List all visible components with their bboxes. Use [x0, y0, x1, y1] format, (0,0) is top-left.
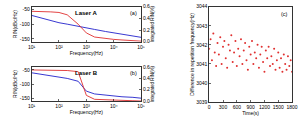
svg-text:0.6: 0.6 [143, 3, 150, 9]
svg-text:3041: 3041 [196, 61, 207, 67]
svg-text:Frequency(Hz): Frequency(Hz) [70, 50, 103, 56]
svg-text:-150: -150 [20, 36, 30, 42]
svg-text:0.6: 0.6 [143, 64, 150, 70]
svg-text:3044: 3044 [196, 3, 207, 9]
svg-text:Integrated RIN(%): Integrated RIN(%) [150, 6, 155, 43]
svg-text:3042: 3042 [196, 42, 207, 48]
svg-text:1200: 1200 [259, 104, 270, 110]
svg-text:0.2: 0.2 [143, 27, 150, 33]
svg-text:900: 900 [246, 104, 255, 110]
svg-text:RIN(dBc/Hz): RIN(dBc/Hz) [12, 10, 18, 38]
svg-text:RIN(dBc/Hz): RIN(dBc/Hz) [12, 70, 18, 98]
svg-text:0.4: 0.4 [143, 75, 150, 81]
svg-text:3040: 3040 [196, 80, 207, 86]
svg-text:10⁵: 10⁵ [137, 103, 145, 109]
svg-text:Laser A: Laser A [75, 10, 97, 16]
svg-text:-50: -50 [23, 67, 30, 73]
svg-text:10³: 10³ [83, 44, 91, 50]
svg-text:600: 600 [233, 104, 242, 110]
svg-text:10²: 10² [55, 44, 63, 50]
svg-text:-150: -150 [20, 95, 30, 101]
svg-text:-100: -100 [20, 81, 30, 87]
svg-text:(a): (a) [130, 10, 137, 16]
svg-text:0.2: 0.2 [143, 86, 150, 92]
svg-text:10³: 10³ [83, 103, 91, 109]
svg-text:0.0: 0.0 [143, 38, 150, 44]
svg-text:0.4: 0.4 [143, 15, 150, 21]
svg-text:0.0: 0.0 [143, 98, 150, 104]
svg-text:Integrated RIN(%): Integrated RIN(%) [150, 65, 155, 102]
svg-text:10²: 10² [55, 103, 63, 109]
svg-text:-50: -50 [23, 6, 30, 12]
svg-text:(c): (c) [281, 11, 288, 17]
svg-text:Time(s): Time(s) [242, 110, 259, 116]
svg-text:Laser B: Laser B [75, 70, 98, 76]
svg-text:10⁵: 10⁵ [137, 44, 145, 50]
svg-text:0: 0 [208, 104, 211, 110]
svg-text:Difference in repetition frequ: Difference in repetition frequency(Hz) [189, 13, 195, 96]
svg-text:1800: 1800 [287, 104, 298, 110]
svg-text:3039: 3039 [196, 99, 207, 105]
svg-text:Frequency(Hz): Frequency(Hz) [70, 109, 103, 115]
svg-text:10⁴: 10⁴ [110, 44, 118, 50]
svg-text:(b): (b) [130, 70, 137, 76]
svg-text:10¹: 10¹ [28, 44, 36, 50]
svg-text:1500: 1500 [273, 104, 284, 110]
svg-text:3043: 3043 [196, 23, 207, 29]
svg-text:300: 300 [219, 104, 228, 110]
svg-text:10⁴: 10⁴ [110, 103, 118, 109]
svg-text:10¹: 10¹ [28, 103, 36, 109]
svg-text:-100: -100 [20, 21, 30, 27]
